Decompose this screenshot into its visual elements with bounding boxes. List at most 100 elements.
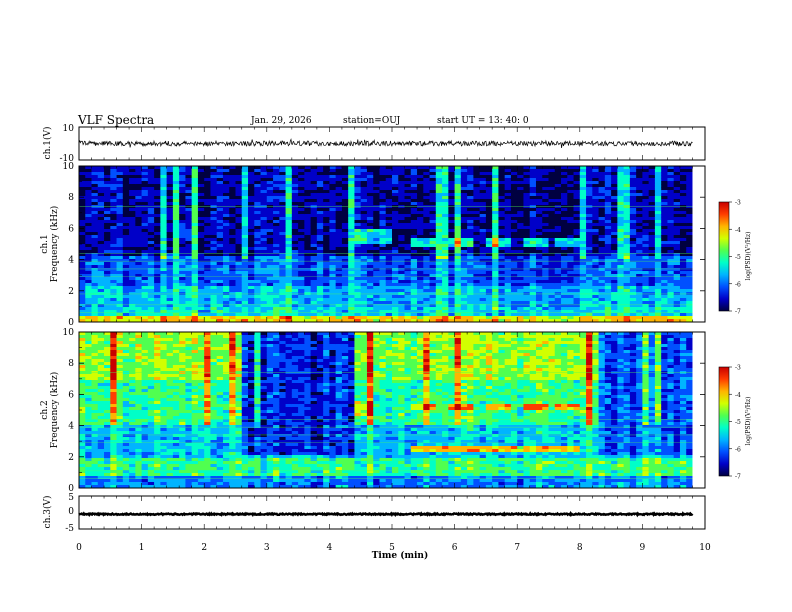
ch1-spectrogram-cell	[348, 178, 355, 182]
ch1-spectrogram-cell	[166, 316, 174, 320]
ch1-spectrogram-cell	[341, 301, 349, 305]
ch1-spectrogram-cell	[517, 286, 524, 290]
ch1-spectrogram-cell	[254, 256, 261, 260]
ch1-spectrogram-cell	[354, 283, 362, 287]
ch1-spectrogram-cell	[448, 214, 455, 218]
ch1-spectrogram-cell	[473, 217, 481, 221]
ch1-spectrogram-cell	[592, 253, 599, 257]
ch1-spectrogram-cell	[97, 187, 105, 191]
ch1-spectrogram-cell	[636, 193, 643, 197]
ch1-spectrogram-cell	[147, 241, 155, 245]
ch1-spectrogram-cell	[91, 271, 99, 275]
ch1-spectrogram-cell	[398, 190, 405, 194]
ch1-spectrogram-cell	[260, 316, 268, 320]
ch1-spectrogram-cell	[586, 319, 593, 323]
ch1-spectrogram-cell	[235, 229, 243, 233]
ch1-spectrogram-cell	[197, 319, 205, 323]
ch1-spectrogram-cell	[648, 166, 656, 170]
ch1-spectrogram-cell	[204, 187, 211, 191]
ch1-spectrogram-cell	[122, 184, 130, 188]
ch1-spectrogram-cell	[210, 259, 218, 263]
ch1-spectrogram-cell	[460, 193, 468, 197]
ch1-spectrogram-cell	[392, 250, 399, 254]
ch1-spectrogram-cell	[654, 289, 662, 293]
ch1-spectrogram-cell	[498, 268, 506, 272]
ch1-spectrogram-cell	[442, 238, 449, 242]
ch1-spectrogram-cell	[216, 172, 224, 176]
ch1-spectrogram-cell	[492, 277, 499, 281]
ch1-spectrogram-cell	[254, 271, 261, 275]
ch1-spectrogram-cell	[341, 307, 349, 311]
ch1-spectrogram-cell	[285, 274, 293, 278]
ch1-spectrogram-cell	[204, 262, 211, 266]
ch1-spectrogram-cell	[604, 211, 612, 215]
ch1-spectrogram-cell	[417, 253, 424, 257]
ch1-spectrogram-cell	[492, 280, 499, 284]
ch1-spectrogram-cell	[304, 274, 312, 278]
ch1-spectrogram-cell	[185, 217, 193, 221]
ch1-spectrogram-cell	[529, 193, 537, 197]
ch1-spectrogram-cell	[348, 289, 355, 293]
ch1-spectrogram-cell	[573, 220, 581, 224]
ch1-spectrogram-cell	[323, 211, 330, 215]
ch1-spectrogram-cell	[248, 286, 255, 290]
ch1-spectrogram-cell	[260, 208, 268, 212]
ch1-spectrogram-cell	[611, 256, 618, 260]
ch1-spectrogram-cell	[604, 265, 612, 269]
ch1-spectrogram-cell	[448, 241, 455, 245]
ch1-spectrogram-cell	[241, 271, 249, 275]
ch1-spectrogram-cell	[617, 319, 625, 323]
ch1-spectrogram-cell	[385, 235, 393, 239]
ch1-spectrogram-cell	[454, 190, 462, 194]
ch1-spectrogram-cell	[147, 199, 155, 203]
ch1-spectrogram-cell	[498, 220, 506, 224]
ch1-spectrogram-cell	[341, 262, 349, 266]
ch1-spectrogram-cell	[398, 319, 405, 323]
ch1-spectrogram-cell	[448, 202, 455, 206]
ch1-spectrogram-cell	[573, 196, 581, 200]
ch1-spectrogram-cell	[561, 244, 568, 248]
ch1-spectrogram-cell	[623, 187, 631, 191]
ch1-spectrogram-cell	[166, 313, 174, 317]
ch1-spectrogram-cell	[266, 184, 274, 188]
ch1-spectrogram-cell	[254, 295, 261, 299]
ch1-spectrogram-cell	[222, 298, 230, 302]
ch1-spectrogram-cell	[260, 169, 268, 173]
ch1-spectrogram-cell	[523, 253, 531, 257]
ch1-spectrogram-cell	[510, 289, 518, 293]
ch1-spectrogram-cell	[498, 304, 506, 308]
ch1-spectrogram-cell	[129, 247, 136, 251]
ch1-spectrogram-cell	[579, 169, 587, 173]
ch1-spectrogram-cell	[586, 211, 593, 215]
ch1-spectrogram-cell	[561, 316, 568, 320]
ch1-spectrogram-cell	[423, 196, 430, 200]
ch1-spectrogram-cell	[548, 187, 556, 191]
ch1-spectrogram-cell	[642, 250, 650, 254]
ch1-spectrogram-cell	[535, 208, 543, 212]
ch1-spectrogram-cell	[586, 217, 593, 221]
ch1-spectrogram-cell	[360, 175, 368, 179]
ch1-spectrogram-cell	[542, 211, 549, 215]
ch1-spectrogram-cell	[79, 229, 86, 233]
ch1-spectrogram-cell	[329, 232, 337, 236]
ch1-spectrogram-cell	[385, 250, 393, 254]
ch1-spectrogram-cell	[204, 232, 211, 236]
ch1-spectrogram-cell	[235, 166, 243, 170]
ch1-spectrogram-cell	[172, 229, 180, 233]
ch1-spectrogram-cell	[85, 316, 92, 320]
ch1-spectrogram-cell	[248, 250, 255, 254]
ch1-spectrogram-cell	[648, 241, 656, 245]
ch1-spectrogram-cell	[467, 301, 474, 305]
ch1-spectrogram-cell	[216, 238, 224, 242]
ch1-spectrogram-cell	[504, 202, 512, 206]
ch1-spectrogram-cell	[410, 211, 418, 215]
ch1-spectrogram-cell	[316, 298, 324, 302]
ch1-spectrogram-cell	[298, 262, 305, 266]
ch1-spectrogram-cell	[248, 175, 255, 179]
ch1-spectrogram-cell	[567, 226, 574, 230]
ch1-spectrogram-cell	[273, 226, 280, 230]
ch1-spectrogram-cell	[636, 280, 643, 284]
ch1-spectrogram-cell	[166, 181, 174, 185]
ch1-spectrogram-cell	[661, 184, 668, 188]
ch1-spectrogram-cell	[423, 175, 430, 179]
